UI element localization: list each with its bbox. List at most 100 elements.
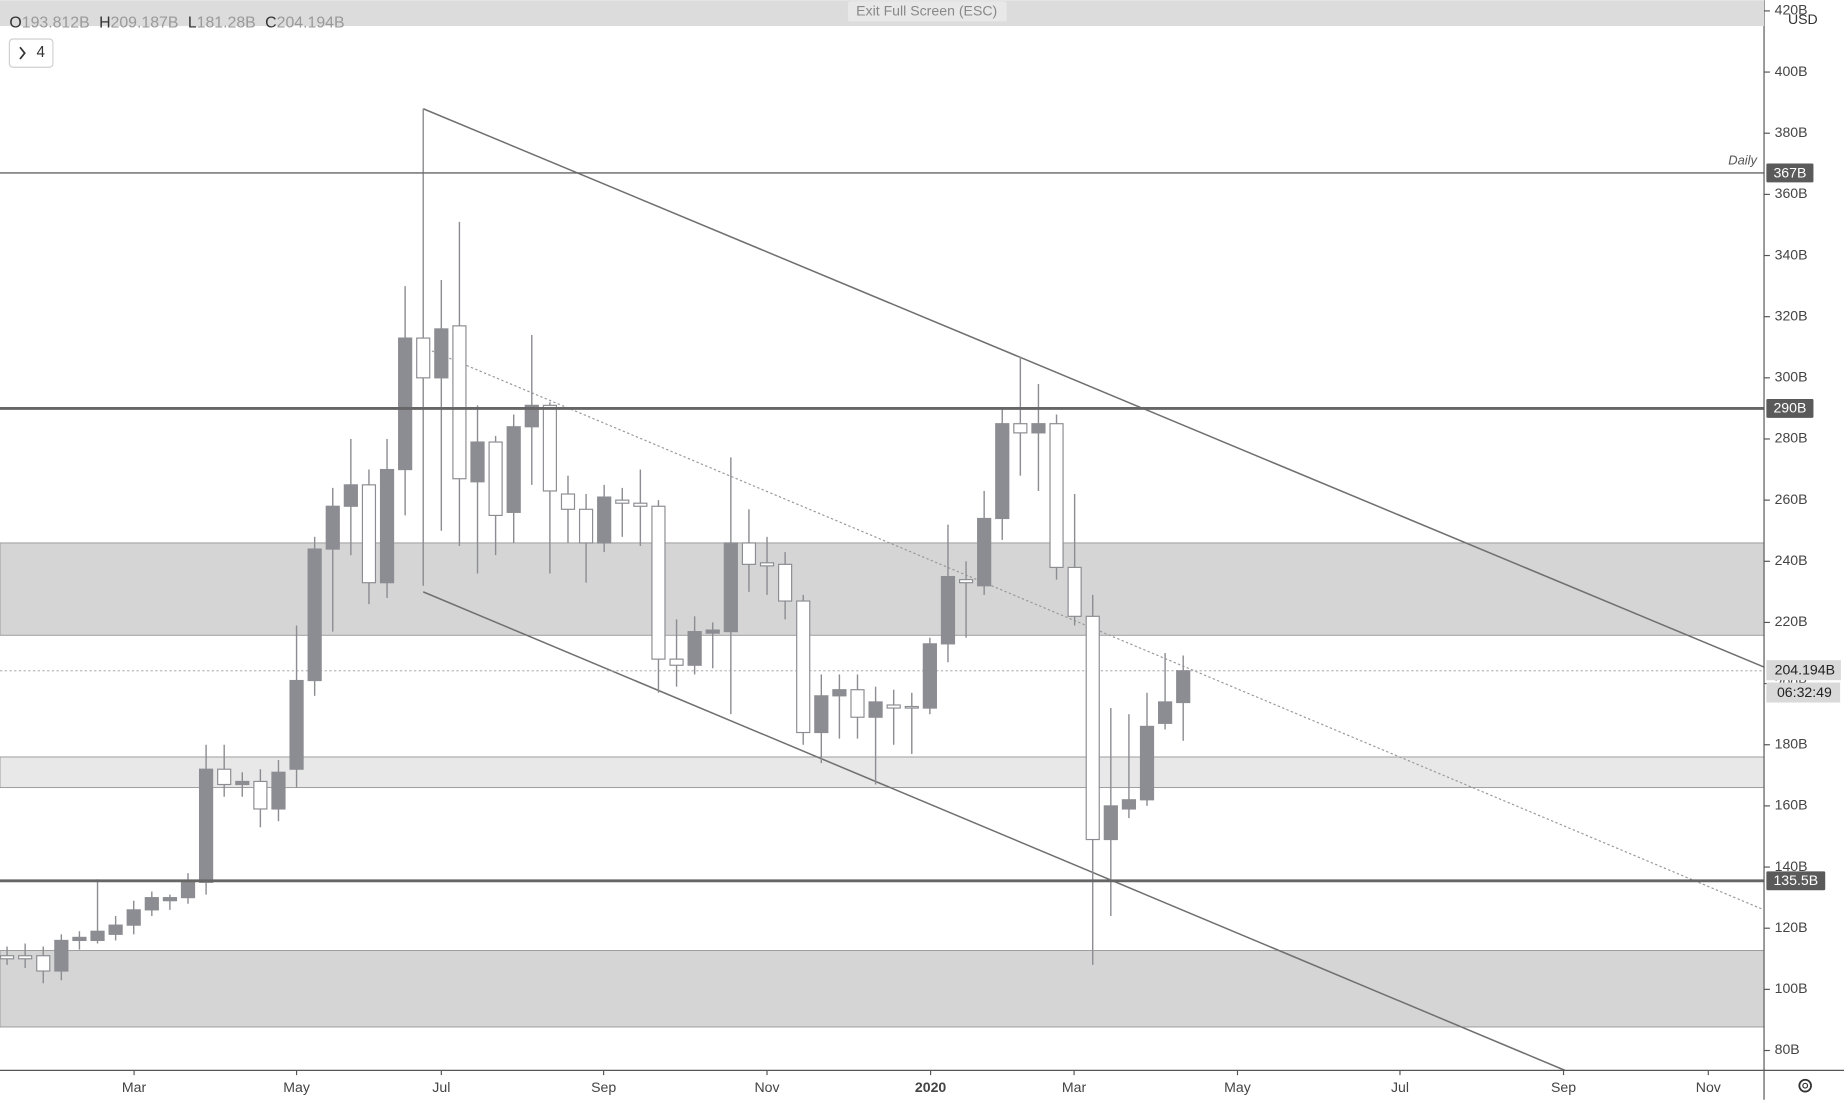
candle-body [778,563,793,602]
candle-body [759,562,775,567]
y-tick-label: 400B [1775,63,1808,79]
plot-area [0,108,1765,1071]
candle-body [651,505,666,660]
x-tick-label: Jul [432,1079,450,1095]
candle-body [217,768,232,786]
y-tick-label: 300B [1775,369,1808,385]
candle-body [723,542,738,633]
candle-body [578,508,594,544]
candle-body [1121,799,1137,810]
y-tick-label: 140B [1775,858,1808,874]
chevron-icon [19,46,26,60]
candle-body [72,936,87,942]
candle-body [1031,423,1046,434]
candle-body [180,881,196,899]
candle-body [904,705,919,709]
level-label: 290B [1773,400,1806,416]
level-label-box [1766,398,1814,418]
candle-body [470,441,485,483]
candle-body [1103,805,1118,841]
x-tick-label: Mar [122,1079,147,1095]
x-tick-label: 2020 [915,1079,947,1095]
level-label: 135.5B [1773,872,1818,888]
exit-fullscreen-button[interactable] [847,1,1007,22]
candle-body [977,517,992,587]
candle-body [162,897,178,902]
y-tick-label: 80B [1775,1041,1800,1057]
zone [0,542,1765,636]
candle-body [958,579,974,584]
settings-icon[interactable] [1798,1078,1812,1093]
candle-body [940,575,956,645]
candle-body [687,631,702,666]
candle-body [54,939,69,972]
candle-body [379,468,395,584]
x-tick-label: Mar [1062,1079,1087,1095]
candle-body [126,909,141,926]
candle-body [434,328,449,379]
countdown-box [1766,682,1841,703]
candle-body [705,629,720,634]
last-price-box [1766,660,1841,681]
x-tick-label: Nov [754,1079,779,1095]
gear-ring [1798,1078,1812,1093]
y-tick-label: 260B [1775,491,1808,507]
level-label-box [1766,871,1826,891]
candle-body [488,441,503,517]
x-tick-label: Nov [1696,1079,1721,1095]
y-tick-label: 340B [1775,246,1808,262]
ohlc-key: O [9,15,21,32]
candle-body [597,496,612,544]
candle-body [669,658,684,666]
candle-body [886,704,901,709]
y-tick-label: 220B [1775,613,1808,629]
x-tick-label: May [1224,1079,1252,1095]
x-tick-label: Sep [591,1079,616,1095]
ohlc-value: 209.187B [111,15,179,32]
candle-body [922,643,937,709]
y-tick-label: 380B [1775,124,1808,140]
y-tick-label: 280B [1775,430,1808,446]
candle-body [0,955,15,960]
exit-fullscreen-label: Exit Full Screen (ESC) [856,3,997,19]
candle-body [325,505,340,550]
candle-body [398,337,413,471]
candle-body [524,404,539,428]
candle-body [271,771,286,810]
x-tick-label: Jul [1391,1079,1409,1095]
ohlc-legend: O193.812B H209.187B L181.28B C204.194B [9,15,344,32]
y-tick-label: 420B [1775,2,1808,18]
ohlc-value: 204.194B [277,15,345,32]
countdown-label: 06:32:49 [1777,684,1832,700]
candle-body [343,484,358,507]
ohlc-key: C [265,15,276,32]
x-tick-label: Sep [1551,1079,1576,1095]
level-text: Daily [1728,153,1758,168]
gear-center [1802,1082,1809,1089]
interval-label: 4 [36,44,45,61]
candle-body [506,426,521,513]
candle-body [868,701,883,718]
ohlc-key: L [188,15,197,32]
y-tick-label: 100B [1775,980,1808,996]
candle-body [796,600,811,734]
candle-body [452,325,467,480]
interval-button[interactable] [8,38,54,68]
y-tick-label: 240B [1775,552,1808,568]
candle-body [108,924,123,935]
last-price-label: 204.194B [1775,662,1835,678]
candle-body [18,955,33,960]
candle-body [198,768,214,883]
candle-body [144,897,159,911]
candle-body [995,423,1010,520]
x-tick-label: May [283,1079,311,1095]
candle-body [542,404,557,492]
candle-body [361,484,377,584]
candle-body [1013,423,1028,434]
level-label: 367B [1773,164,1806,180]
candle-body [832,689,847,697]
candle-body [850,689,865,718]
candle-body [1139,725,1155,801]
